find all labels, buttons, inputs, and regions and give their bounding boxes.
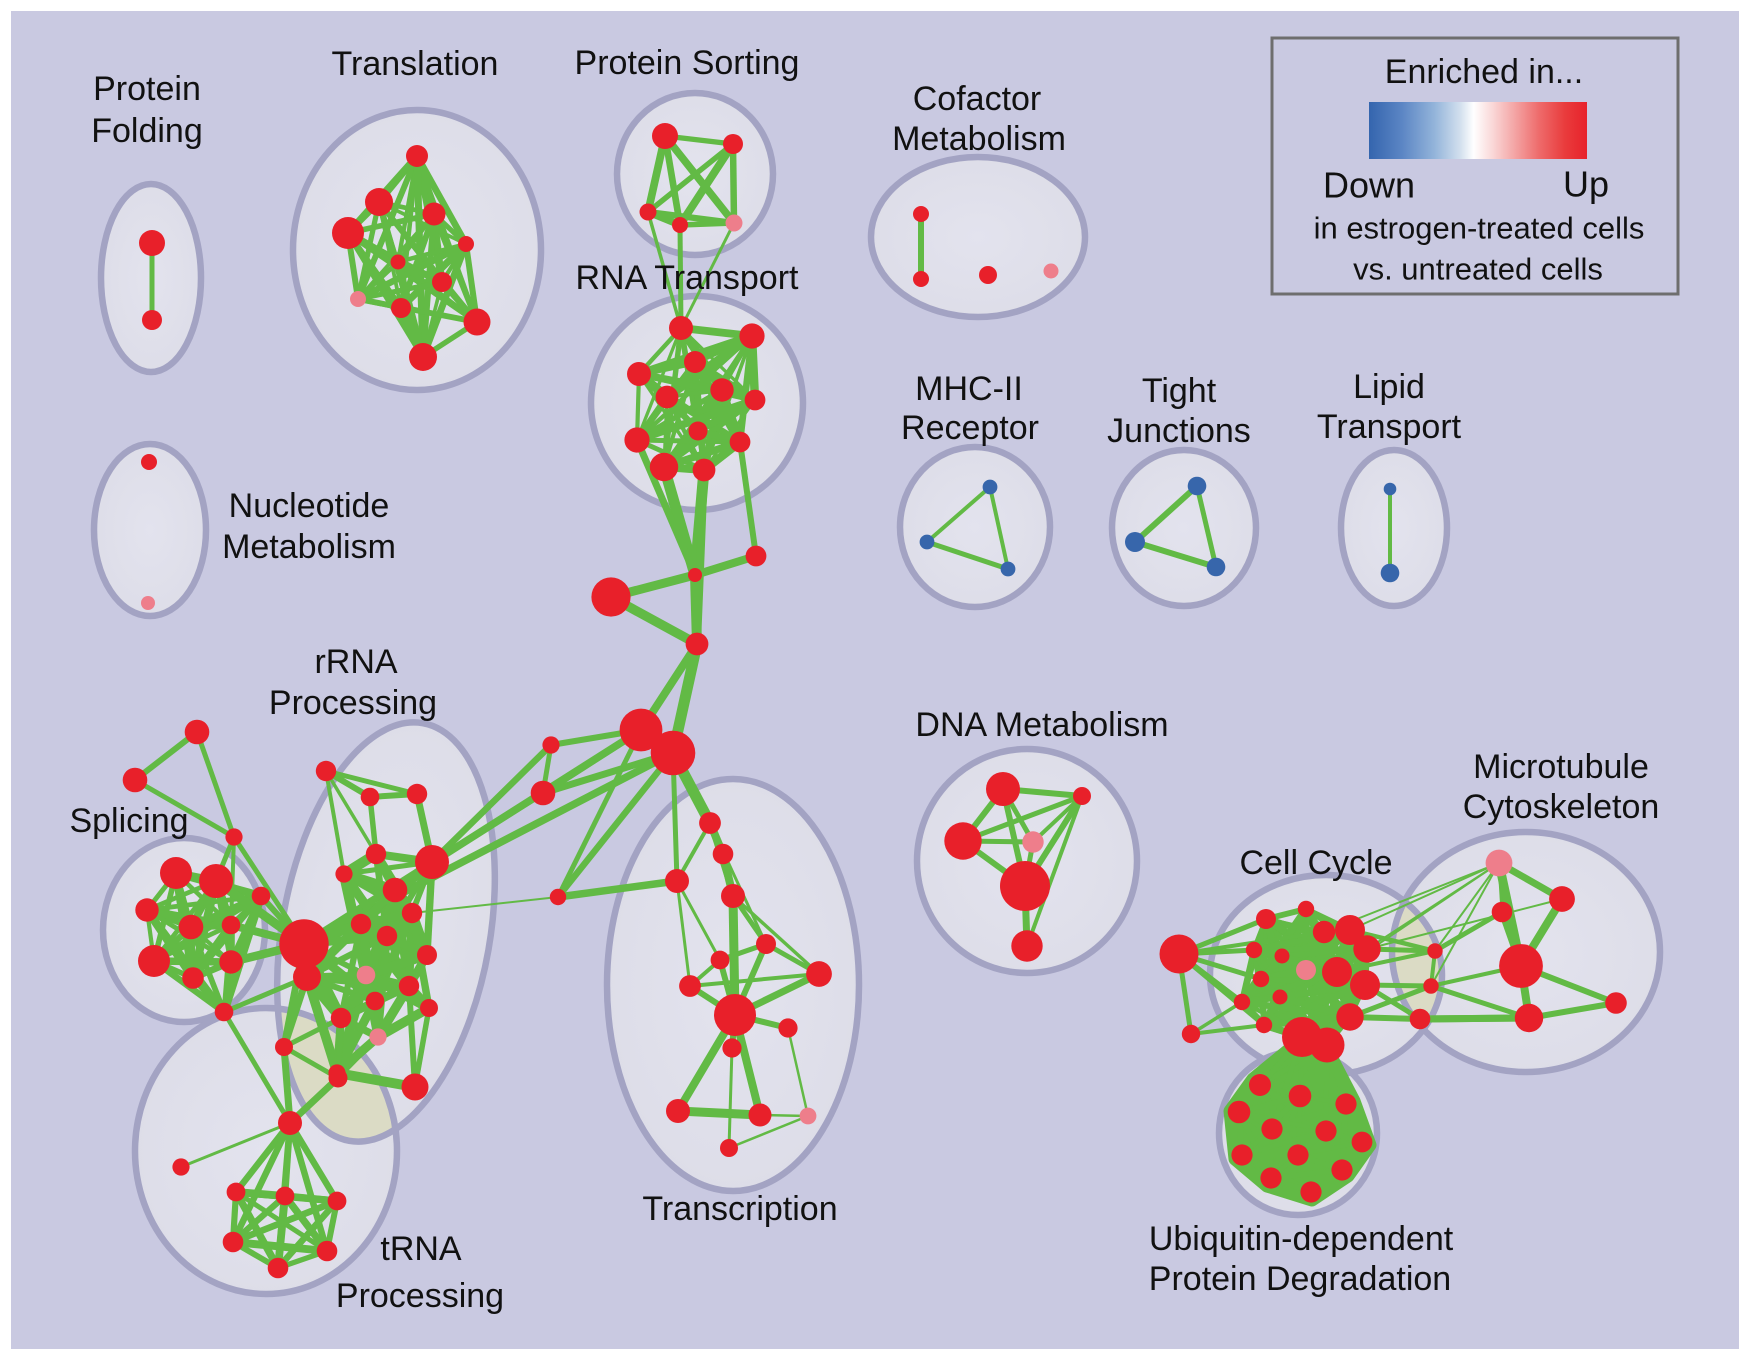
svg-text:Junctions: Junctions — [1107, 412, 1251, 450]
svg-text:Metabolism: Metabolism — [222, 528, 396, 566]
svg-text:vs. untreated cells: vs. untreated cells — [1353, 252, 1603, 287]
svg-text:in estrogen-treated cells: in estrogen-treated cells — [1314, 211, 1645, 246]
svg-text:Microtubule: Microtubule — [1473, 748, 1649, 786]
svg-text:Down: Down — [1323, 165, 1415, 206]
svg-text:Processing: Processing — [269, 684, 437, 722]
svg-text:Receptor: Receptor — [901, 409, 1039, 447]
svg-text:Up: Up — [1563, 164, 1609, 205]
svg-text:Splicing: Splicing — [69, 802, 188, 840]
svg-text:Protein Sorting: Protein Sorting — [575, 44, 800, 82]
svg-text:MHC-II: MHC-II — [915, 370, 1023, 408]
svg-text:rRNA: rRNA — [314, 643, 397, 681]
svg-text:Tight: Tight — [1142, 372, 1217, 410]
svg-text:Protein Degradation: Protein Degradation — [1149, 1260, 1451, 1298]
svg-text:RNA Transport: RNA Transport — [576, 259, 800, 297]
svg-text:Lipid: Lipid — [1353, 368, 1425, 406]
svg-text:Cytoskeleton: Cytoskeleton — [1463, 788, 1660, 826]
svg-text:DNA Metabolism: DNA Metabolism — [915, 706, 1168, 744]
svg-text:Folding: Folding — [91, 112, 203, 150]
svg-text:Cell Cycle: Cell Cycle — [1239, 844, 1392, 882]
svg-text:Enriched in...: Enriched in... — [1385, 53, 1583, 91]
svg-text:Transcription: Transcription — [642, 1190, 837, 1228]
svg-text:Transport: Transport — [1317, 408, 1462, 446]
svg-text:Nucleotide: Nucleotide — [229, 487, 390, 525]
svg-text:Metabolism: Metabolism — [892, 120, 1066, 158]
svg-text:Processing: Processing — [336, 1277, 504, 1315]
svg-text:Protein: Protein — [93, 70, 201, 108]
svg-text:tRNA: tRNA — [380, 1230, 462, 1268]
svg-text:Cofactor: Cofactor — [913, 80, 1042, 118]
svg-text:Ubiquitin-dependent: Ubiquitin-dependent — [1149, 1220, 1454, 1258]
svg-text:Translation: Translation — [332, 45, 499, 83]
